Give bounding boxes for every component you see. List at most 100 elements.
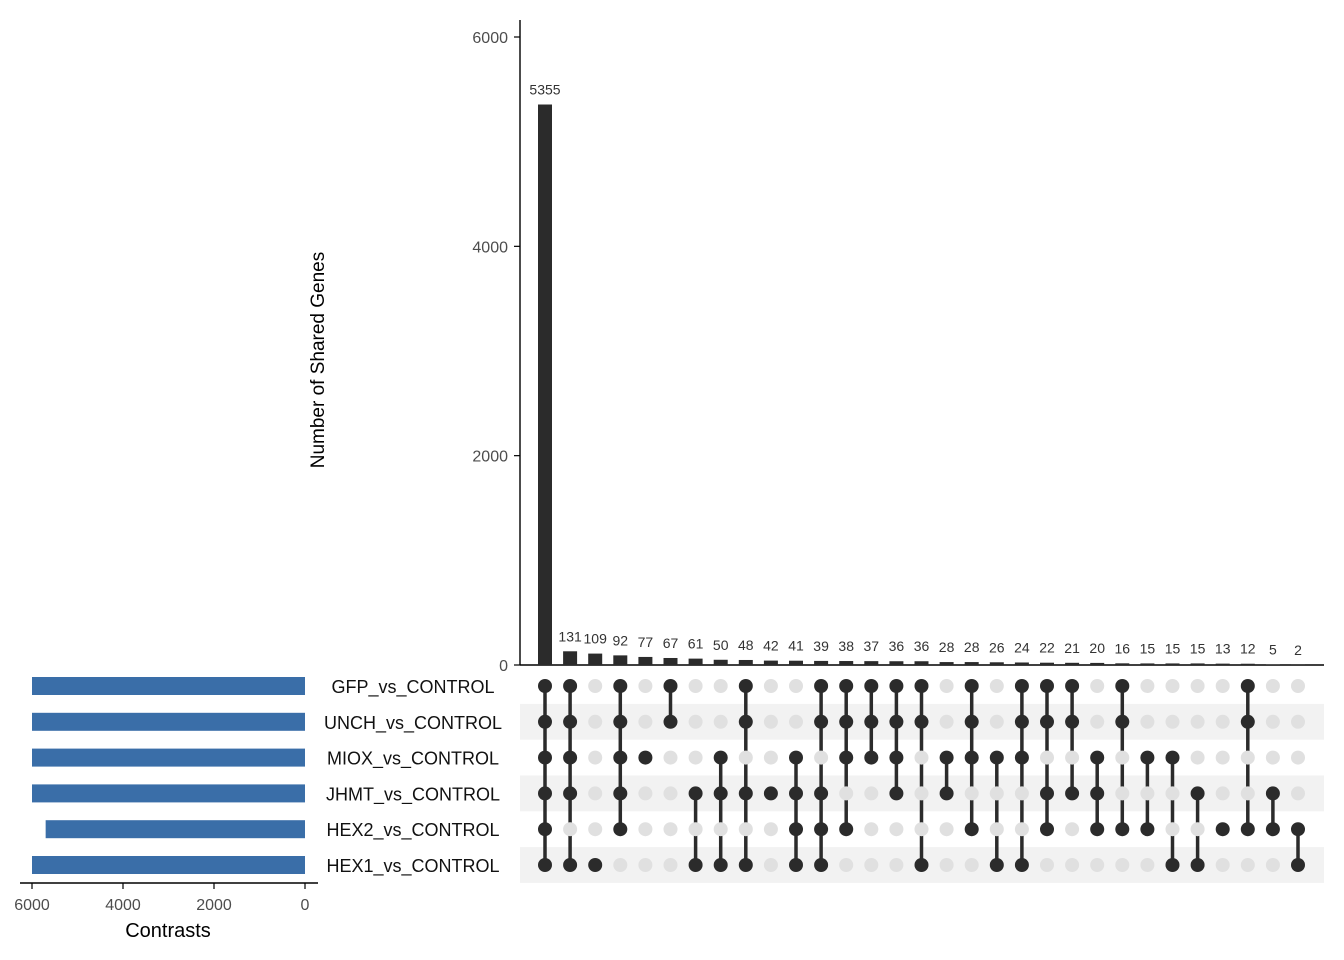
- set-label: HEX1_vs_CONTROL: [326, 856, 499, 877]
- matrix-dot-inactive: [613, 858, 628, 872]
- intersection-bar: [638, 656, 653, 665]
- matrix-dot-active: [1291, 858, 1305, 872]
- matrix-dot-active: [1165, 750, 1180, 765]
- matrix-dot-inactive: [763, 679, 778, 693]
- matrix-dot-inactive: [1090, 858, 1105, 872]
- intersection-bar: [964, 662, 979, 665]
- matrix-dot-active: [864, 714, 879, 729]
- matrix-dot-active: [1065, 679, 1080, 693]
- intersection-bar: [763, 660, 778, 665]
- matrix-dot-inactive: [663, 822, 678, 837]
- matrix-dot-active: [814, 858, 829, 872]
- matrix-dot-active: [613, 750, 628, 765]
- matrix-dot-active: [763, 786, 778, 801]
- matrix-dot-inactive: [1265, 714, 1280, 729]
- matrix-dot-inactive: [1215, 750, 1230, 765]
- matrix-dot-inactive: [588, 786, 603, 801]
- matrix-dot-active: [814, 714, 829, 729]
- matrix-dot-active: [1014, 714, 1029, 729]
- matrix-dot-active: [538, 679, 552, 693]
- matrix-dot-active: [1291, 822, 1305, 837]
- bar-value-label: 50: [713, 637, 729, 653]
- matrix-dot-active: [663, 714, 678, 729]
- matrix-dot-inactive: [688, 714, 703, 729]
- matrix-dot-active: [939, 750, 954, 765]
- intersection-bar: [1215, 663, 1230, 665]
- matrix-dot-inactive: [1090, 714, 1105, 729]
- matrix-dot-active: [864, 679, 879, 693]
- matrix-dot-inactive: [1215, 714, 1230, 729]
- matrix-dot-active: [713, 858, 728, 872]
- matrix-dot-active: [1265, 822, 1280, 837]
- matrix-dot-active: [789, 750, 803, 765]
- set-size-bar: [32, 784, 305, 803]
- matrix-dot-active: [864, 750, 879, 765]
- matrix-dot-inactive: [638, 822, 653, 837]
- matrix-dot-active: [964, 822, 979, 837]
- intersection-bar: [1140, 663, 1155, 665]
- bar-value-label: 92: [613, 632, 629, 648]
- matrix-dot-inactive: [889, 858, 904, 872]
- matrix-dot-active: [613, 822, 628, 837]
- matrix-dot-active: [814, 786, 829, 801]
- matrix-dot-active: [1165, 858, 1180, 872]
- matrix-dot-inactive: [738, 822, 753, 837]
- matrix-dot-active: [839, 822, 854, 837]
- matrix-dot-inactive: [1090, 679, 1105, 693]
- matrix-dot-inactive: [663, 786, 678, 801]
- matrix-dot-active: [713, 786, 728, 801]
- matrix-dot-inactive: [1265, 679, 1280, 693]
- intersection-bar: [939, 662, 954, 665]
- matrix-dot-inactive: [1014, 786, 1029, 801]
- matrix-dot-inactive: [588, 714, 603, 729]
- bar-value-label: 48: [738, 637, 754, 653]
- matrix-dot-active: [939, 786, 954, 801]
- matrix-dot-active: [1065, 786, 1080, 801]
- matrix-dot-inactive: [588, 822, 603, 837]
- matrix-dot-inactive: [563, 822, 578, 837]
- matrix-dot-inactive: [663, 750, 678, 765]
- bar-value-label: 28: [939, 639, 955, 655]
- matrix-dot-inactive: [663, 858, 678, 872]
- set-label: UNCH_vs_CONTROL: [324, 713, 502, 734]
- intersection-bar: [563, 651, 578, 665]
- matrix-dot-active: [814, 679, 829, 693]
- matrix-dot-inactive: [939, 822, 954, 837]
- matrix-dot-inactive: [763, 858, 778, 872]
- matrix-dot-active: [1140, 822, 1155, 837]
- matrix-dot-active: [588, 858, 603, 872]
- intersection-bar: [839, 661, 854, 665]
- matrix-dot-inactive: [763, 750, 778, 765]
- bar-value-label: 28: [964, 639, 980, 655]
- intersection-bar: [989, 662, 1004, 665]
- set-size-bar: [32, 856, 305, 874]
- matrix-dot-inactive: [1190, 750, 1205, 765]
- matrix-dot-active: [738, 786, 753, 801]
- intersection-bar: [1265, 664, 1280, 665]
- matrix-dot-active: [738, 679, 753, 693]
- matrix-dot-active: [538, 750, 552, 765]
- matrix-dot-inactive: [688, 679, 703, 693]
- set-size-bar: [45, 820, 306, 839]
- matrix-dot-active: [1240, 714, 1255, 729]
- matrix-dot-inactive: [989, 822, 1004, 837]
- y-tick-label: 4000: [472, 239, 508, 256]
- matrix-dot-inactive: [914, 822, 929, 837]
- bar-value-label: 67: [663, 635, 679, 651]
- intersection-bar: [713, 659, 728, 665]
- intersection-bar: [1090, 662, 1105, 665]
- matrix-dot-active: [538, 714, 552, 729]
- matrix-dot-inactive: [864, 786, 879, 801]
- intersection-bar: [1165, 663, 1180, 665]
- intersection-bar: [738, 659, 753, 665]
- matrix-dot-active: [964, 679, 979, 693]
- matrix-dot-active: [663, 679, 678, 693]
- set-label: GFP_vs_CONTROL: [331, 677, 494, 698]
- matrix-dot-inactive: [939, 679, 954, 693]
- matrix-dot-active: [1040, 786, 1054, 801]
- matrix-dot-active: [1140, 750, 1155, 765]
- bar-value-label: 16: [1115, 640, 1131, 656]
- matrix-dot-inactive: [1165, 679, 1180, 693]
- matrix-dot-inactive: [839, 786, 854, 801]
- matrix-dot-inactive: [638, 679, 653, 693]
